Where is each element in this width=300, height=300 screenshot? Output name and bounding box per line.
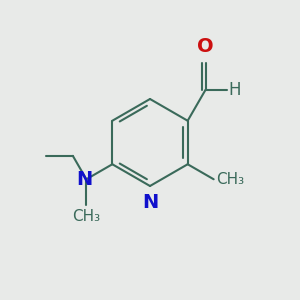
Text: H: H: [228, 81, 241, 99]
Text: CH₃: CH₃: [72, 209, 100, 224]
Text: O: O: [197, 37, 214, 56]
Text: N: N: [77, 170, 93, 189]
Text: N: N: [142, 193, 158, 211]
Text: CH₃: CH₃: [216, 172, 244, 187]
